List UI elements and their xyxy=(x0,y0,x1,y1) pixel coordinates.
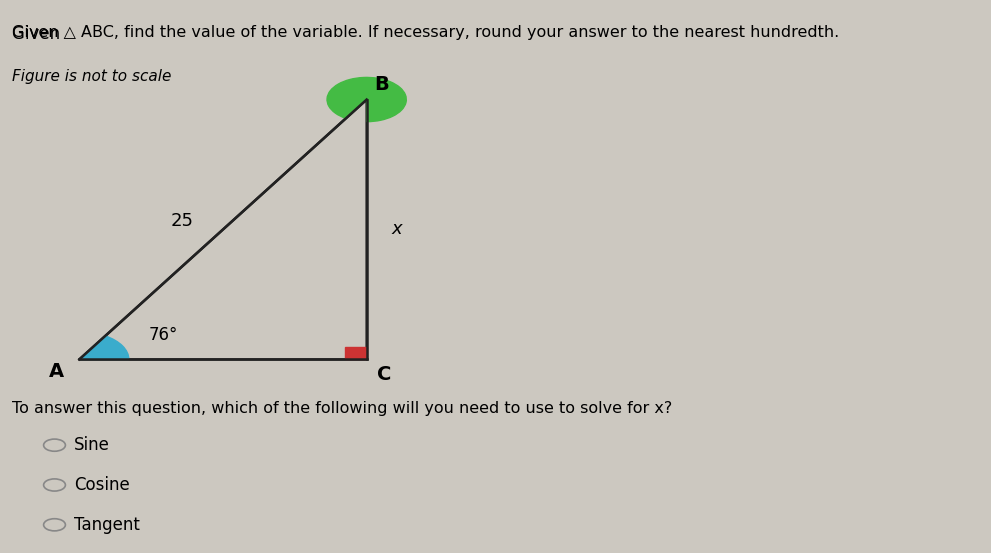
Text: x: x xyxy=(391,221,402,238)
Text: Figure is not to scale: Figure is not to scale xyxy=(12,69,171,84)
Text: Sine: Sine xyxy=(74,436,110,454)
Text: To answer this question, which of the following will you need to use to solve fo: To answer this question, which of the fo… xyxy=(12,401,672,416)
Text: Given △ ABC, find the value of the variable. If necessary, round your answer to : Given △ ABC, find the value of the varia… xyxy=(12,25,839,40)
Text: Given: Given xyxy=(12,25,65,43)
Text: Tangent: Tangent xyxy=(74,516,140,534)
Bar xyxy=(345,347,367,359)
Text: A: A xyxy=(50,362,64,381)
Wedge shape xyxy=(327,77,406,122)
Text: 76°: 76° xyxy=(149,326,178,343)
Text: Cosine: Cosine xyxy=(74,476,130,494)
Wedge shape xyxy=(79,336,129,359)
Polygon shape xyxy=(79,100,367,359)
Text: 25: 25 xyxy=(170,212,193,230)
Text: B: B xyxy=(375,75,388,94)
Text: C: C xyxy=(377,365,391,384)
